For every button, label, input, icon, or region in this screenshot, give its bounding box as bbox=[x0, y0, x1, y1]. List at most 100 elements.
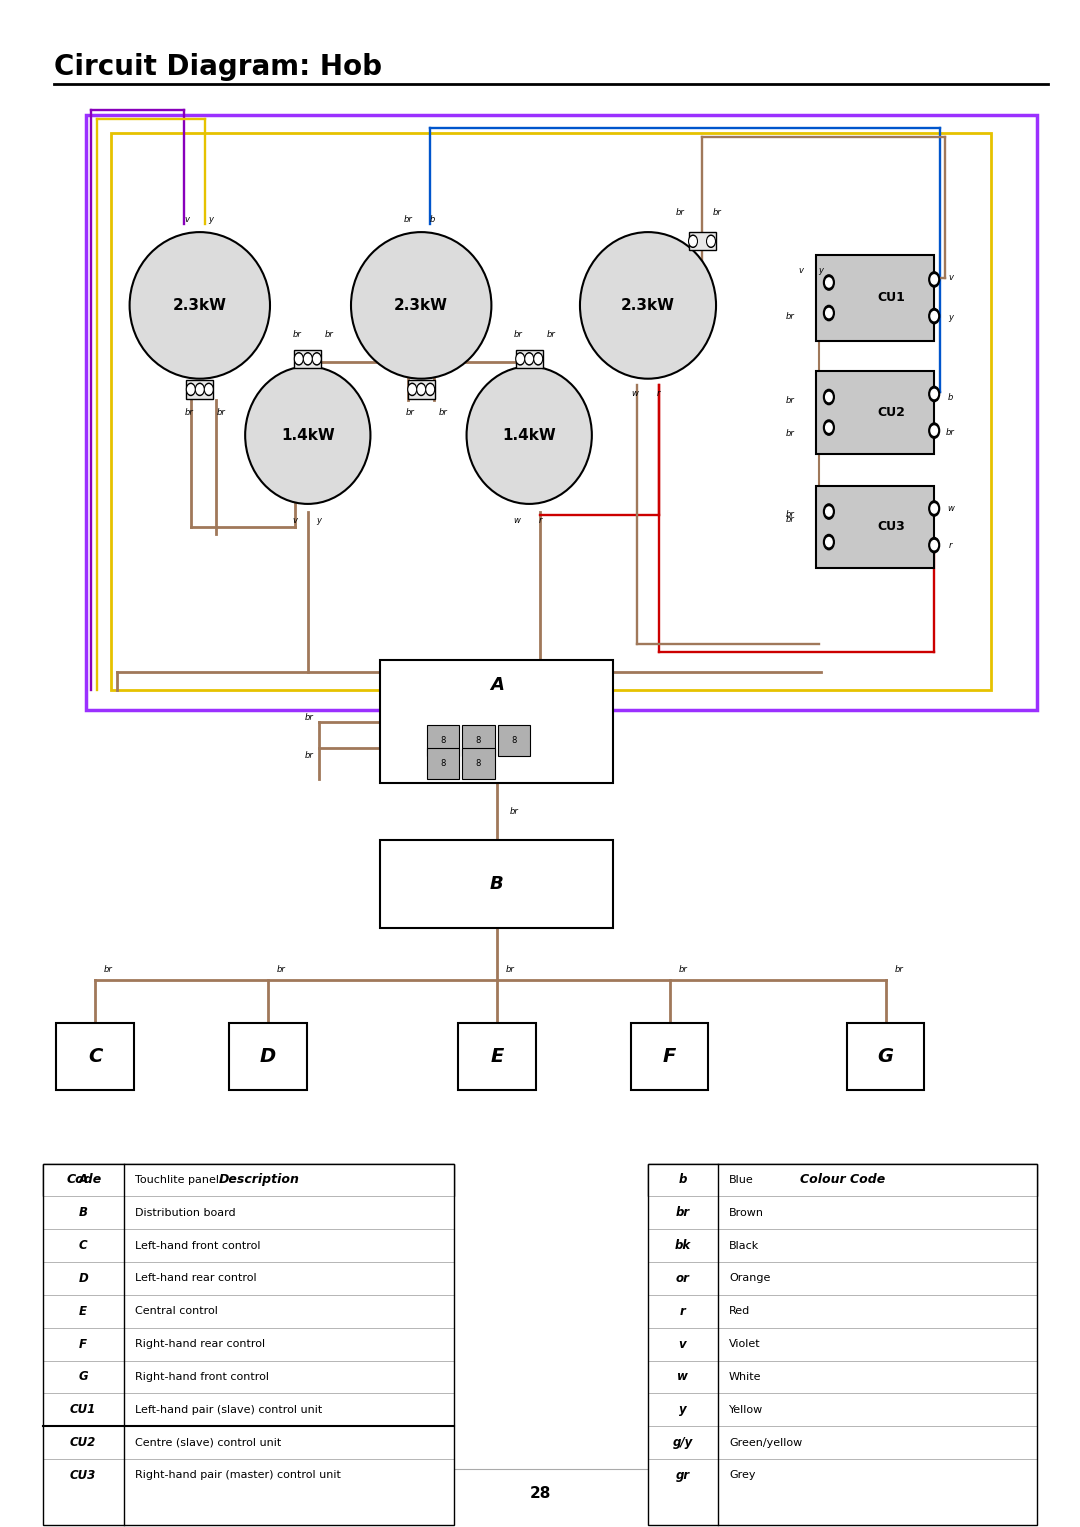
FancyBboxPatch shape bbox=[229, 1023, 307, 1090]
Text: br: br bbox=[406, 408, 415, 417]
FancyBboxPatch shape bbox=[380, 840, 613, 928]
Text: r: r bbox=[948, 541, 953, 550]
FancyBboxPatch shape bbox=[458, 1023, 536, 1090]
Text: D: D bbox=[259, 1048, 276, 1066]
Text: 8: 8 bbox=[476, 759, 481, 768]
FancyBboxPatch shape bbox=[56, 1023, 134, 1090]
Circle shape bbox=[826, 507, 833, 516]
Circle shape bbox=[824, 305, 835, 321]
Text: Orange: Orange bbox=[729, 1274, 770, 1284]
Circle shape bbox=[824, 420, 835, 435]
Circle shape bbox=[931, 426, 937, 435]
Text: Centre (slave) control unit: Centre (slave) control unit bbox=[135, 1437, 281, 1448]
Circle shape bbox=[534, 353, 542, 365]
Text: C: C bbox=[87, 1048, 103, 1066]
Text: Colour Code: Colour Code bbox=[800, 1173, 885, 1186]
Text: 2.3kW: 2.3kW bbox=[394, 298, 448, 313]
Text: White: White bbox=[729, 1371, 761, 1382]
Text: Right-hand pair (master) control unit: Right-hand pair (master) control unit bbox=[135, 1471, 341, 1481]
Text: br: br bbox=[786, 395, 795, 405]
Text: Blue: Blue bbox=[729, 1174, 754, 1185]
FancyBboxPatch shape bbox=[43, 1426, 454, 1460]
Circle shape bbox=[826, 278, 833, 287]
Circle shape bbox=[929, 501, 940, 516]
Circle shape bbox=[205, 385, 212, 394]
Circle shape bbox=[535, 354, 541, 363]
Text: Grey: Grey bbox=[729, 1471, 756, 1481]
Circle shape bbox=[826, 392, 833, 402]
FancyBboxPatch shape bbox=[186, 380, 213, 399]
Text: Description: Description bbox=[219, 1173, 299, 1186]
FancyBboxPatch shape bbox=[43, 1197, 454, 1229]
Text: br: br bbox=[946, 428, 955, 437]
FancyBboxPatch shape bbox=[408, 380, 435, 399]
Text: y: y bbox=[208, 215, 213, 224]
Text: Circuit Diagram: Hob: Circuit Diagram: Hob bbox=[54, 53, 382, 81]
Text: br: br bbox=[786, 429, 795, 438]
Text: D: D bbox=[78, 1272, 89, 1286]
Text: br: br bbox=[676, 208, 685, 217]
Circle shape bbox=[929, 272, 940, 287]
Text: Brown: Brown bbox=[729, 1208, 764, 1219]
Text: w: w bbox=[677, 1370, 688, 1383]
Text: br: br bbox=[514, 330, 523, 339]
Text: B: B bbox=[490, 875, 503, 893]
Text: v: v bbox=[948, 273, 953, 282]
FancyBboxPatch shape bbox=[816, 255, 934, 341]
Circle shape bbox=[929, 423, 940, 438]
Text: br: br bbox=[185, 408, 193, 417]
FancyBboxPatch shape bbox=[648, 1164, 1037, 1197]
Circle shape bbox=[824, 534, 835, 550]
FancyBboxPatch shape bbox=[648, 1328, 1037, 1361]
Circle shape bbox=[931, 389, 937, 399]
FancyBboxPatch shape bbox=[43, 1460, 454, 1492]
FancyBboxPatch shape bbox=[648, 1426, 1037, 1460]
Text: br: br bbox=[293, 330, 301, 339]
Text: Right-hand rear control: Right-hand rear control bbox=[135, 1339, 265, 1350]
Text: CU1: CU1 bbox=[877, 292, 905, 304]
Text: y: y bbox=[316, 516, 321, 525]
Text: Right-hand front control: Right-hand front control bbox=[135, 1371, 269, 1382]
Text: 1.4kW: 1.4kW bbox=[281, 428, 335, 443]
Circle shape bbox=[195, 383, 204, 395]
Text: br: br bbox=[675, 1206, 690, 1220]
Circle shape bbox=[929, 386, 940, 402]
Text: F: F bbox=[79, 1338, 87, 1351]
FancyBboxPatch shape bbox=[816, 486, 934, 568]
Text: b: b bbox=[678, 1173, 687, 1186]
Text: Green/yellow: Green/yellow bbox=[729, 1437, 802, 1448]
Circle shape bbox=[824, 389, 835, 405]
Text: br: br bbox=[325, 330, 334, 339]
FancyBboxPatch shape bbox=[43, 1164, 454, 1197]
FancyBboxPatch shape bbox=[648, 1261, 1037, 1295]
FancyBboxPatch shape bbox=[689, 232, 716, 250]
Circle shape bbox=[409, 385, 416, 394]
Text: CU3: CU3 bbox=[70, 1469, 96, 1483]
Circle shape bbox=[417, 383, 426, 395]
Text: 8: 8 bbox=[441, 736, 445, 745]
Text: 2.3kW: 2.3kW bbox=[621, 298, 675, 313]
Text: br: br bbox=[894, 965, 903, 974]
Text: F: F bbox=[663, 1048, 676, 1066]
Circle shape bbox=[313, 354, 320, 363]
Text: G: G bbox=[79, 1370, 87, 1383]
Text: G: G bbox=[878, 1048, 893, 1066]
Circle shape bbox=[826, 538, 833, 547]
Circle shape bbox=[204, 383, 213, 395]
FancyBboxPatch shape bbox=[427, 725, 459, 756]
Text: Left-hand pair (slave) control unit: Left-hand pair (slave) control unit bbox=[135, 1405, 322, 1416]
Circle shape bbox=[929, 538, 940, 553]
Text: Code: Code bbox=[67, 1173, 102, 1186]
Text: v: v bbox=[799, 266, 804, 275]
FancyBboxPatch shape bbox=[648, 1393, 1037, 1426]
Text: br: br bbox=[438, 408, 447, 417]
Text: 2.3kW: 2.3kW bbox=[173, 298, 227, 313]
Text: or: or bbox=[676, 1272, 689, 1286]
Circle shape bbox=[187, 383, 195, 395]
Text: w: w bbox=[632, 389, 638, 399]
Text: br: br bbox=[786, 312, 795, 321]
Circle shape bbox=[516, 353, 525, 365]
Circle shape bbox=[188, 385, 194, 394]
Circle shape bbox=[296, 354, 302, 363]
FancyBboxPatch shape bbox=[462, 748, 495, 779]
